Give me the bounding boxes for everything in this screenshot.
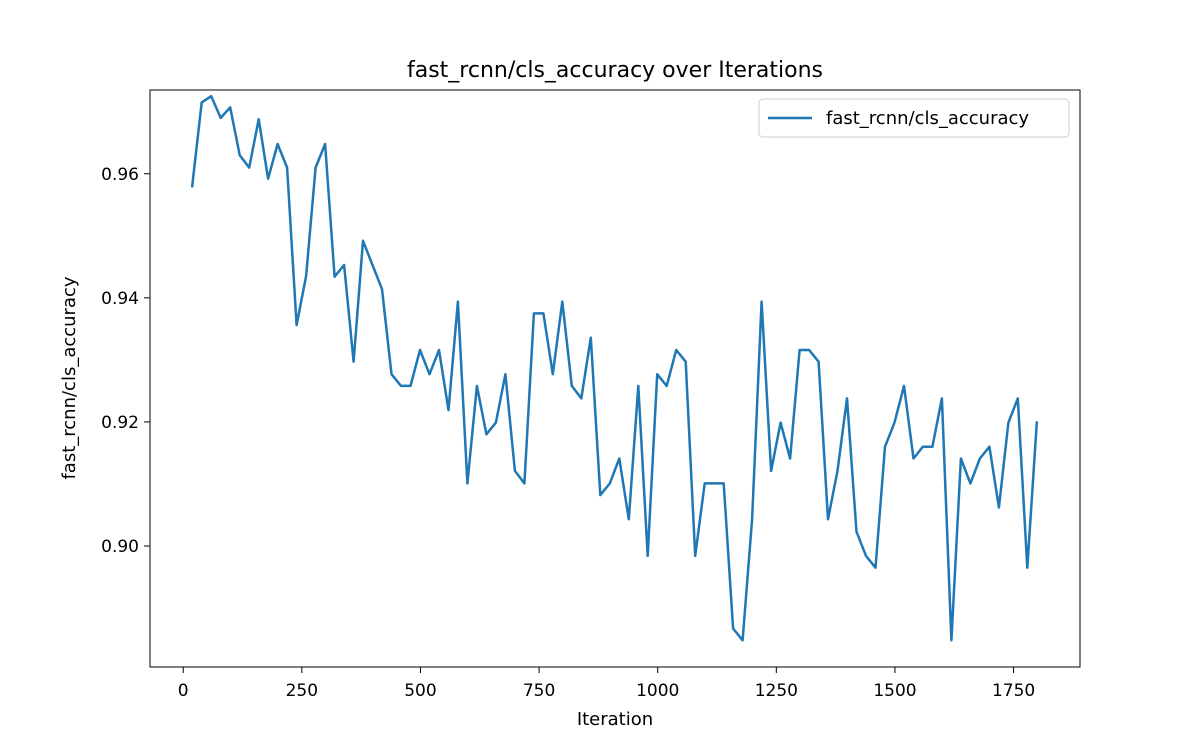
legend-frame (758, 98, 1070, 138)
x-tick-label: 1750 (992, 681, 1035, 701)
legend-label: fast_rcnn/cls_accuracy (826, 108, 1029, 129)
x-axis-ticks: 0 250 500 750 1000 1250 1500 1750 (178, 667, 1035, 701)
chart-title: fast_rcnn/cls_accuracy over Iterations (407, 58, 823, 83)
x-tick-label: 0 (178, 681, 189, 701)
x-tick-label: 1250 (755, 681, 798, 701)
plot-area-frame (149, 89, 1081, 668)
series-layer (190, 94, 1039, 642)
y-tick-label: 0.92 (101, 413, 139, 433)
x-axis-label: Iteration (577, 709, 653, 730)
x-tick-label: 500 (404, 681, 436, 701)
x-tick-label: 250 (286, 681, 318, 701)
x-tick-label: 1000 (636, 681, 679, 701)
y-tick-label: 0.90 (101, 537, 139, 557)
y-tick-label: 0.94 (101, 289, 139, 309)
y-axis-label: fast_rcnn/cls_accuracy (59, 276, 80, 479)
y-tick-label: 0.96 (101, 165, 139, 185)
x-tick-label: 750 (523, 681, 555, 701)
y-axis-ticks: 0.90 0.92 0.94 0.96 (101, 165, 150, 557)
legend: fast_rcnn/cls_accuracy (758, 98, 1070, 138)
x-tick-label: 1500 (873, 681, 916, 701)
series-line-0 (190, 94, 1039, 642)
